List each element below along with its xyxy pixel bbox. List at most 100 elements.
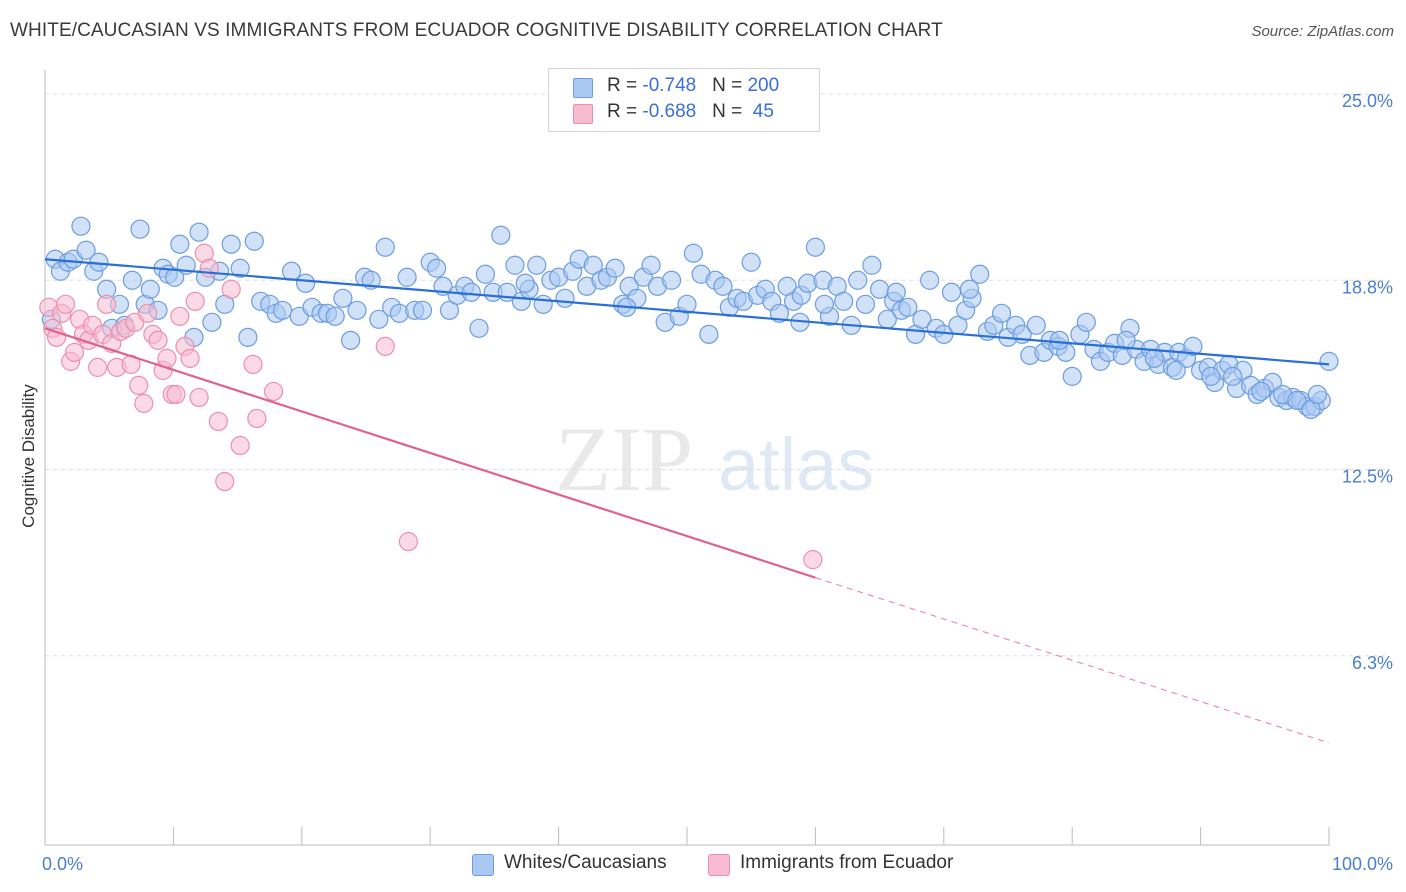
legend-swatch-ecuador: [708, 854, 730, 876]
data-point-ecuador: [199, 258, 219, 278]
data-point-whites: [1319, 351, 1339, 371]
data-point-whites: [1166, 360, 1186, 380]
data-point-whites: [165, 267, 185, 287]
y-tick-label: 6.3%: [1352, 653, 1393, 673]
y-axis-label: Cognitive Disability: [19, 384, 38, 528]
legend-swatch-whites: [573, 78, 593, 98]
data-point-whites: [76, 240, 96, 260]
data-point-ecuador: [263, 381, 284, 402]
data-point-whites: [347, 300, 367, 320]
data-point-ecuador: [138, 303, 158, 323]
data-point-whites: [1116, 330, 1136, 350]
data-point-ecuador: [247, 408, 267, 429]
data-point-ecuador: [243, 354, 263, 374]
data-point-ecuador: [230, 435, 250, 456]
data-point-whites: [741, 252, 761, 272]
n-value-whites: 200: [747, 75, 780, 96]
watermark: ZIP atlas: [555, 408, 874, 510]
series-legend: Whites/Caucasians Immigrants from Ecuado…: [0, 852, 1406, 878]
data-point-whites: [898, 297, 918, 317]
legend-swatch-ecuador: [573, 104, 593, 124]
data-point-whites: [713, 276, 733, 296]
data-point-ecuador: [221, 279, 241, 299]
r-value-whites: -0.748: [642, 75, 697, 96]
data-point-whites: [202, 312, 222, 332]
data-point-whites: [834, 291, 854, 311]
y-tick-label: 25.0%: [1342, 91, 1393, 111]
data-point-whites: [375, 237, 395, 257]
series-whites-points: [41, 216, 1339, 420]
data-point-whites: [699, 324, 719, 344]
axes: [44, 70, 1330, 846]
legend-swatch-whites: [472, 854, 494, 876]
y-tick-label: 12.5%: [1342, 467, 1393, 487]
data-point-whites: [325, 306, 345, 326]
data-point-whites: [583, 255, 603, 275]
series-ecuador-points: [39, 243, 823, 570]
data-point-whites: [533, 294, 553, 314]
x-tick-label: 0.0%: [42, 854, 83, 874]
trend-line-ecuador-extension: [815, 577, 1330, 744]
data-point-ecuador: [148, 330, 168, 350]
data-point-ecuador: [208, 411, 228, 432]
data-point-ecuador: [129, 375, 149, 396]
data-point-whites: [427, 258, 447, 278]
data-point-whites: [461, 282, 481, 302]
data-point-whites: [862, 255, 882, 275]
trend-lines: [44, 258, 1330, 744]
data-point-whites: [1049, 330, 1069, 350]
data-point-ecuador: [166, 384, 186, 405]
r-value-ecuador: -0.688: [642, 101, 697, 122]
data-point-whites: [333, 288, 353, 308]
data-point-whites: [869, 279, 890, 299]
data-point-ecuador: [215, 471, 235, 492]
data-point-whites: [886, 282, 906, 302]
data-point-whites: [1287, 390, 1307, 411]
data-point-ecuador: [375, 336, 395, 356]
data-point-ecuador: [398, 532, 418, 552]
data-point-whites: [189, 222, 209, 242]
data-point-whites: [505, 255, 525, 275]
data-point-whites: [683, 243, 704, 263]
data-point-whites: [769, 303, 790, 323]
trend-line-whites: [44, 258, 1330, 366]
x-tick-labels: 0.0% 100.0%: [42, 854, 1393, 874]
trend-line-ecuador: [44, 327, 816, 579]
source-label: Source: ZipAtlas.com: [1251, 23, 1394, 40]
data-point-whites: [677, 294, 697, 314]
data-point-ecuador: [189, 387, 209, 408]
data-point-ecuador: [88, 357, 108, 377]
stats-row-ecuador: R = -0.688 N = 45: [573, 101, 774, 127]
watermark-atlas: atlas: [718, 423, 874, 506]
data-point-whites: [527, 255, 547, 275]
n-label: N =: [712, 75, 748, 96]
data-point-whites: [1144, 348, 1164, 368]
data-point-whites: [130, 219, 150, 239]
data-point-whites: [1201, 366, 1221, 386]
n-label: N =: [712, 101, 748, 122]
data-point-whites: [397, 267, 417, 287]
data-point-whites: [475, 264, 496, 284]
data-point-whites: [970, 264, 990, 284]
data-point-whites: [281, 261, 302, 281]
data-point-whites: [805, 237, 826, 257]
legend-label-whites: Whites/Caucasians: [504, 852, 667, 873]
data-point-whites: [848, 270, 868, 290]
data-point-whites: [238, 327, 258, 347]
data-point-whites: [1076, 312, 1096, 332]
data-point-whites: [1251, 381, 1271, 402]
data-point-whites: [140, 279, 160, 299]
data-point-ecuador: [185, 291, 205, 311]
data-point-ecuador: [97, 294, 117, 314]
data-point-whites: [244, 231, 264, 251]
stats-legend: R = -0.748 N = 200 R = -0.688 N = 45: [548, 68, 820, 132]
data-point-whites: [230, 258, 250, 278]
data-point-whites: [296, 273, 316, 293]
data-point-ecuador: [64, 342, 85, 362]
watermark-zip: ZIP: [555, 408, 693, 510]
data-point-whites: [641, 255, 661, 275]
r-label: R =: [607, 101, 643, 122]
data-point-whites: [221, 234, 241, 254]
data-point-ecuador: [180, 348, 200, 368]
